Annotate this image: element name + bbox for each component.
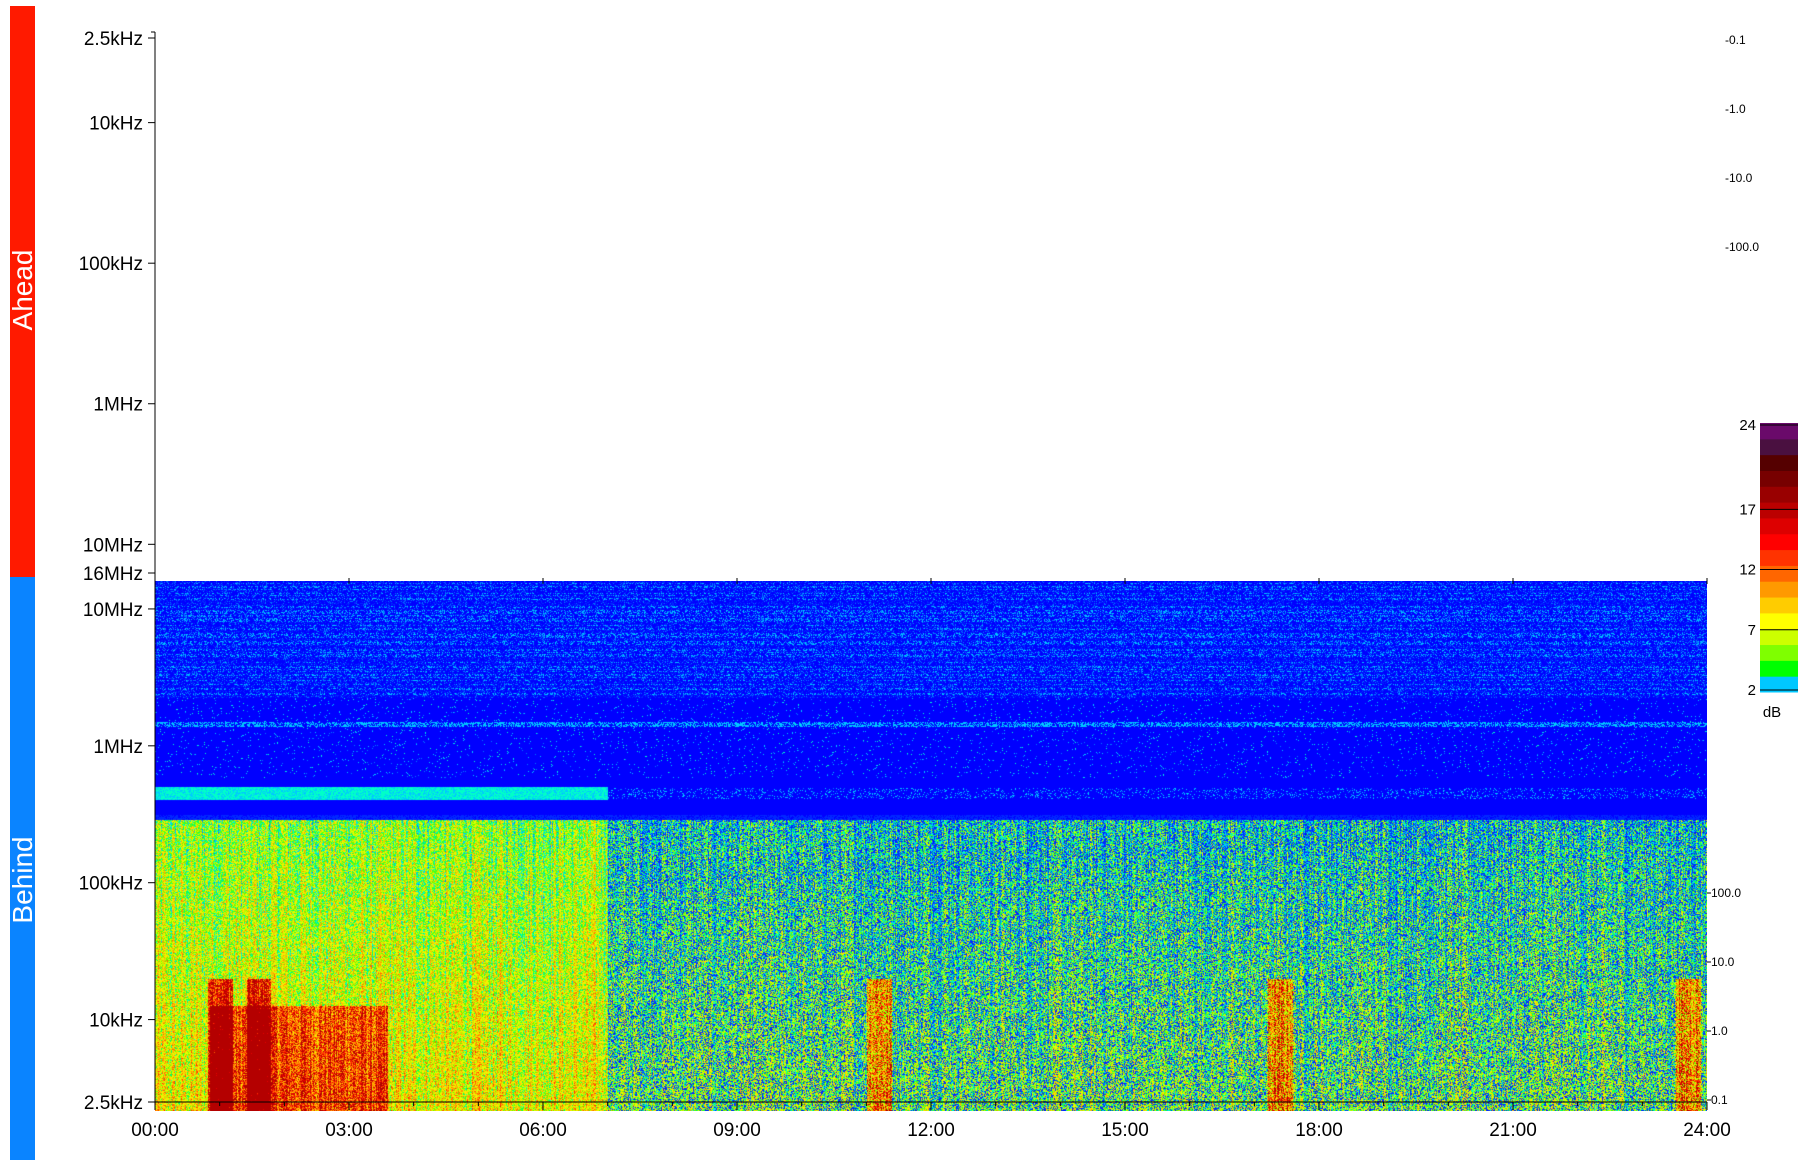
y-tick-label-ahead-5: 16MHz <box>83 564 143 585</box>
colorbar-swatch <box>1760 454 1798 471</box>
colorbar-swatch <box>1760 549 1798 566</box>
colorbar-swatch <box>1760 676 1798 693</box>
colorbar-tick-label-2: 12 <box>1739 562 1756 579</box>
colorbar-swatch <box>1760 423 1798 440</box>
y-tick-label-behind-2: 100kHz <box>79 874 143 895</box>
y-tick-label-ahead-3: 1MHz <box>93 395 143 416</box>
behind-side-bar <box>10 577 35 1160</box>
x-tick-label-2: 06:00 <box>519 1120 567 1141</box>
y-tick-label-ahead-0: 2.5kHz <box>84 29 143 50</box>
colorbar-swatch <box>1760 612 1798 630</box>
right-tick-label-ahead-3: -100.0 <box>1725 240 1759 254</box>
colorbar-swatch <box>1760 470 1798 487</box>
colorbar-tick-label-1: 17 <box>1739 501 1756 518</box>
x-tick-label-3: 09:00 <box>713 1120 761 1141</box>
x-tick-label-0: 00:00 <box>131 1120 179 1141</box>
colorbar-swatch <box>1760 486 1798 503</box>
x-tick-label-6: 18:00 <box>1295 1120 1343 1141</box>
colorbar: 24 17 12 7 2 dB <box>1739 417 1798 721</box>
right-tick-label-behind-1: 10.0 <box>1711 955 1735 969</box>
y-tick-label-ahead-4: 10MHz <box>83 535 143 556</box>
colorbar-swatch <box>1760 517 1798 535</box>
right-tick-label-behind-3: 0.1 <box>1711 1093 1728 1107</box>
colorbar-tick-label-4: 2 <box>1748 682 1756 699</box>
colorbar-swatch <box>1760 660 1798 677</box>
right-tick-label-behind-0: 100.0 <box>1711 886 1741 900</box>
colorbar-swatch <box>1760 438 1798 456</box>
colorbar-swatch <box>1760 581 1798 598</box>
x-tick-label-8: 24:00 <box>1683 1120 1731 1141</box>
right-tick-label-ahead-2: -10.0 <box>1725 171 1753 185</box>
y-tick-label-ahead-2: 100kHz <box>79 254 143 275</box>
colorbar-tick-label-0: 24 <box>1739 417 1756 434</box>
y-tick-label-behind-0: 10MHz <box>83 600 143 621</box>
colorbar-swatch <box>1760 644 1798 661</box>
colorbar-tick-label-3: 7 <box>1748 622 1756 639</box>
y-tick-label-behind-4: 2.5kHz <box>84 1093 143 1114</box>
right-tick-label-behind-2: 1.0 <box>1711 1024 1728 1038</box>
colorbar-swatch <box>1760 597 1798 614</box>
y-tick-label-ahead-1: 10kHz <box>89 114 143 135</box>
ahead-side-label: Ahead <box>7 250 38 331</box>
x-tick-label-5: 15:00 <box>1101 1120 1149 1141</box>
behind-side-label: Behind <box>7 836 38 923</box>
colorbar-unit: dB <box>1763 704 1781 721</box>
colorbar-swatch <box>1760 628 1798 646</box>
x-tick-label-7: 21:00 <box>1489 1120 1537 1141</box>
y-tick-label-behind-1: 1MHz <box>93 737 143 758</box>
x-tick-label-4: 12:00 <box>907 1120 955 1141</box>
y-tick-label-behind-3: 10kHz <box>89 1011 143 1032</box>
right-tick-label-ahead-0: -0.1 <box>1725 33 1746 47</box>
axes: 2.5kHz 10kHz 100kHz 1MHz 10MHz 16MHz -0.1 -1.0 -… <box>79 29 1760 1141</box>
ahead-side-bar <box>10 6 35 577</box>
behind-spectrogram <box>155 581 1707 1111</box>
right-tick-label-ahead-1: -1.0 <box>1725 102 1746 116</box>
x-tick-label-1: 03:00 <box>325 1120 373 1141</box>
colorbar-swatch <box>1760 502 1798 519</box>
colorbar-swatch <box>1760 533 1798 551</box>
colorbar-swatch <box>1760 565 1798 582</box>
